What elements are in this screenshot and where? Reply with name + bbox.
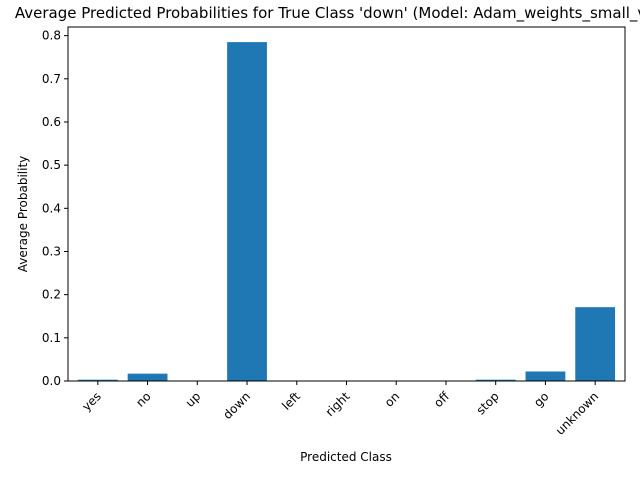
y-tick-label: 0.7	[42, 72, 61, 86]
chart-title: Average Predicted Probabilities for True…	[15, 4, 640, 23]
bar-stop	[475, 379, 516, 381]
x-axis-label: Predicted Class	[300, 450, 392, 464]
y-tick-label: 0.6	[42, 115, 61, 129]
y-tick-label: 0.3	[42, 244, 61, 258]
y-tick-label: 0.0	[42, 374, 61, 388]
y-tick-label: 0.4	[42, 201, 61, 215]
y-tick-label: 0.8	[42, 29, 61, 43]
bar-down	[227, 42, 267, 382]
y-tick-label: 0.1	[42, 331, 61, 345]
bar-yes	[77, 379, 118, 381]
bar-unknown	[575, 307, 616, 381]
y-axis: 0.0 0.1 0.2 0.3 0.4 0.5 0.6 0.7 0.8	[42, 29, 68, 388]
bar-go	[525, 371, 566, 381]
y-axis-label: Average Probability	[16, 156, 30, 273]
y-tick-label: 0.5	[42, 158, 61, 172]
y-tick-label: 0.2	[42, 288, 61, 302]
bar-no	[127, 373, 168, 381]
